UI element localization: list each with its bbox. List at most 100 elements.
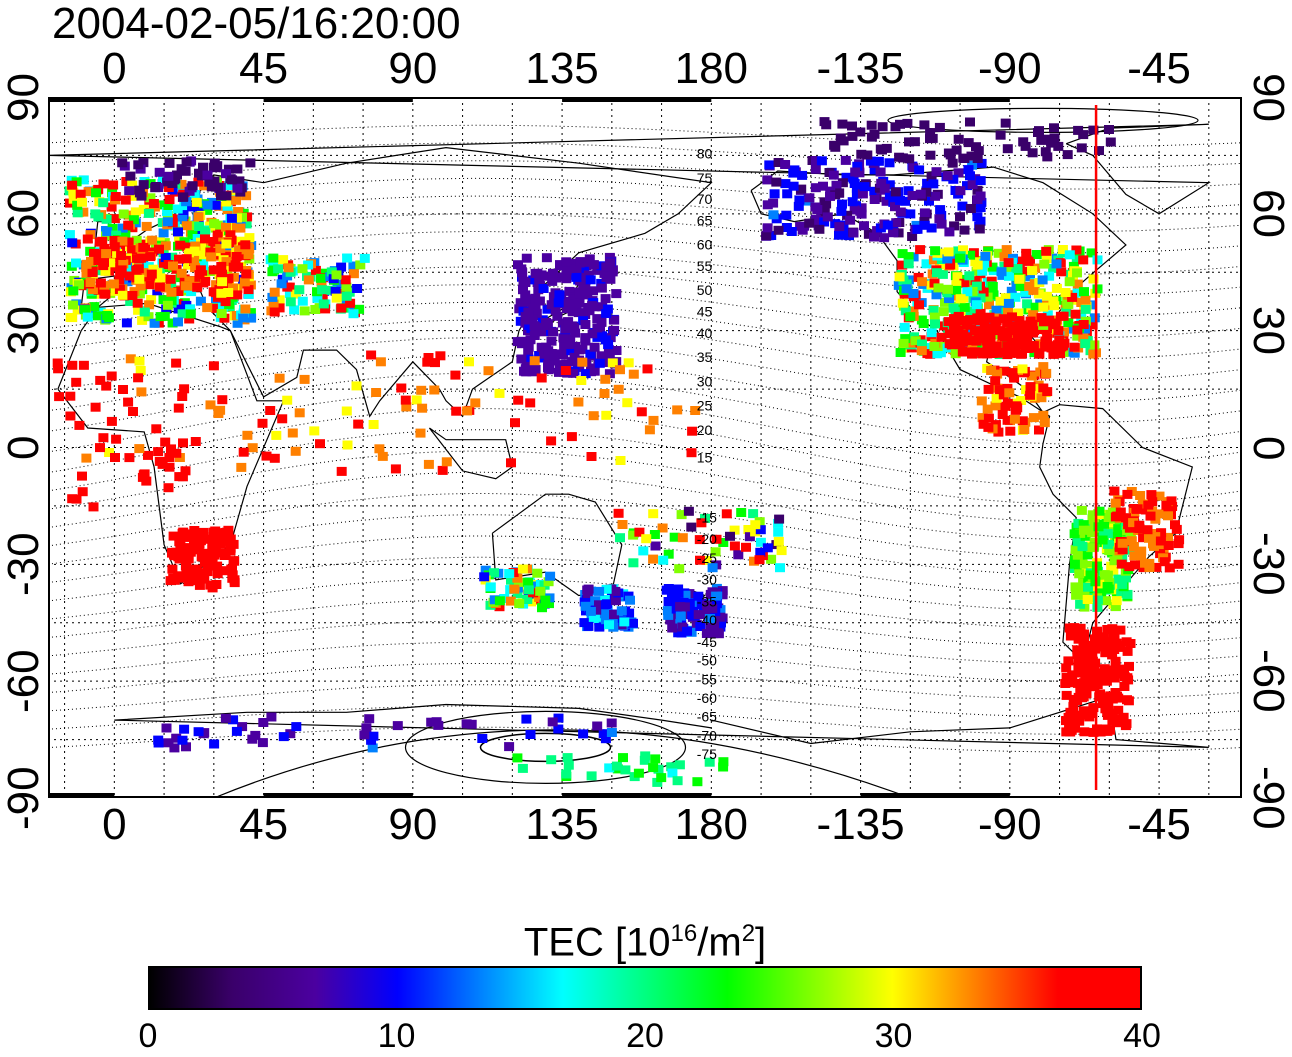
tec-cell (1085, 570, 1096, 580)
tec-cell (336, 262, 347, 272)
tec-cell (564, 286, 575, 296)
tec-cell (90, 402, 101, 412)
tec-cell (985, 324, 995, 333)
tec-cell (72, 305, 83, 315)
tec-cell (371, 388, 382, 397)
tec-cell (963, 165, 974, 175)
tec-cell (921, 187, 932, 197)
tec-cell (68, 300, 78, 310)
coastlines (48, 123, 1211, 748)
maglat-contour (48, 160, 1242, 190)
tec-cell (128, 407, 138, 416)
tec-cell (613, 384, 624, 394)
tec-cell (228, 715, 239, 725)
tec-cell (591, 605, 602, 615)
tec-cell (271, 430, 282, 440)
tec-cell (244, 233, 255, 243)
contour-label: -35 (697, 593, 717, 609)
tec-cell (212, 569, 223, 579)
tec-cell (375, 357, 386, 367)
tec-cell (81, 453, 92, 463)
tec-cell (580, 369, 591, 379)
tec-cell (71, 494, 82, 504)
tec-cell (1103, 637, 1114, 647)
contour-label: 40 (697, 325, 713, 341)
tec-cell (105, 258, 116, 268)
tec-cell (814, 224, 825, 234)
tec-cell (970, 326, 980, 336)
tec-cell (971, 142, 981, 152)
tec-cell (982, 404, 993, 414)
tec-cell (182, 242, 193, 252)
tec-cell (897, 260, 908, 270)
tec-cell (245, 280, 256, 290)
tec-cell (986, 276, 997, 286)
tec-cell (461, 719, 472, 729)
colorbar-title-unit: /m (697, 920, 742, 965)
tec-cell (265, 406, 276, 415)
tec-cell (212, 561, 223, 571)
tec-cell (680, 590, 691, 600)
tec-cell (574, 287, 585, 297)
top-lon-tick: 0 (102, 44, 127, 93)
tec-cell (950, 349, 961, 359)
tec-cell (902, 118, 913, 128)
tec-cell (1053, 141, 1064, 151)
tec-cell (1080, 531, 1091, 541)
tec-cell (541, 321, 551, 330)
tec-cell (600, 335, 611, 345)
tec-cell (589, 366, 600, 376)
tec-cell (686, 448, 697, 458)
tec-cell (505, 596, 516, 606)
tec-cell (1103, 703, 1114, 713)
tec-cell (676, 510, 687, 520)
tec-cell (1022, 299, 1033, 309)
tec-cell (561, 265, 572, 275)
tec-cell (995, 130, 1006, 140)
tec-cell (897, 249, 908, 259)
tec-cell (1116, 588, 1127, 598)
tec-cell (972, 185, 983, 195)
tec-cell (693, 591, 704, 601)
tec-cell (936, 332, 947, 342)
tec-cell (552, 311, 563, 321)
tec-cell (663, 610, 674, 620)
tec-cell (855, 127, 866, 137)
tec-cell (177, 309, 188, 319)
tec-cell (175, 240, 186, 250)
tec-cell (658, 555, 669, 565)
tec-cell (669, 532, 680, 542)
tec-cell (949, 315, 960, 325)
tec-cell (523, 364, 533, 374)
tec-cell (604, 620, 614, 630)
tec-cell (926, 328, 937, 338)
tec-cell (228, 272, 239, 282)
tec-cell (141, 221, 152, 231)
tec-cell (73, 280, 84, 290)
tec-cell (164, 158, 175, 168)
tec-cell (341, 291, 352, 301)
frame-tick-bar (562, 793, 712, 798)
tec-cell (546, 336, 557, 346)
tec-cell (1099, 519, 1110, 529)
tec-cell (1034, 348, 1045, 358)
tec-cell (600, 600, 611, 610)
tec-cell (221, 239, 232, 249)
tec-cell (604, 351, 615, 361)
tec-cell (1028, 310, 1039, 320)
tec-cell (943, 247, 954, 257)
tec-cell (517, 763, 528, 773)
tec-cell (966, 151, 977, 161)
tec-cell (1164, 563, 1175, 573)
tec-cell (101, 214, 112, 224)
tec-cell (169, 743, 180, 753)
tec-cell (512, 589, 523, 599)
tec-cell (168, 261, 178, 271)
tec-cell (189, 541, 199, 550)
tec-cell (606, 728, 617, 737)
tec-cell (450, 370, 461, 380)
tec-cell (111, 434, 122, 444)
tec-cell (174, 554, 185, 564)
tec-cell (1079, 727, 1090, 737)
tec-cell (282, 282, 293, 292)
